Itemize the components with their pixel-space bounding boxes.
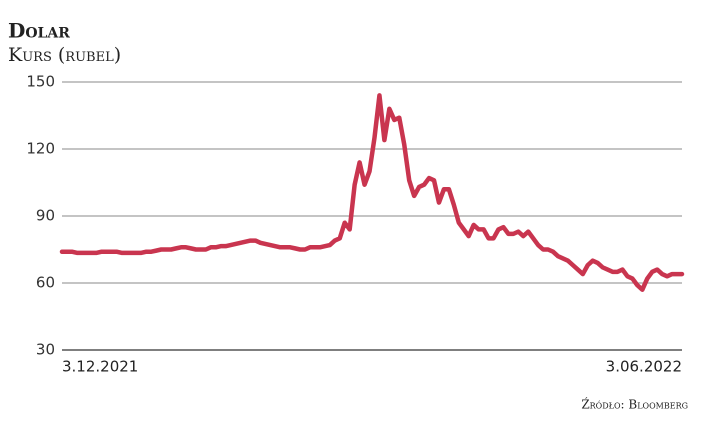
chart-title: Dolar [8, 19, 70, 43]
x-tick-label: 3.06.2022 [606, 358, 682, 376]
data-line [59, 93, 685, 292]
y-tick-label: 60 [36, 274, 55, 292]
y-tick-label: 90 [36, 207, 55, 225]
y-tick-label: 120 [26, 140, 55, 158]
x-tick-label: 3.12.2021 [62, 358, 138, 376]
y-tick-label: 30 [36, 341, 55, 359]
chart-subtitle: Kurs (rubel) [8, 44, 121, 66]
y-tick-label: 150 [26, 73, 55, 91]
source: Źródło: Bloomberg [581, 397, 688, 412]
